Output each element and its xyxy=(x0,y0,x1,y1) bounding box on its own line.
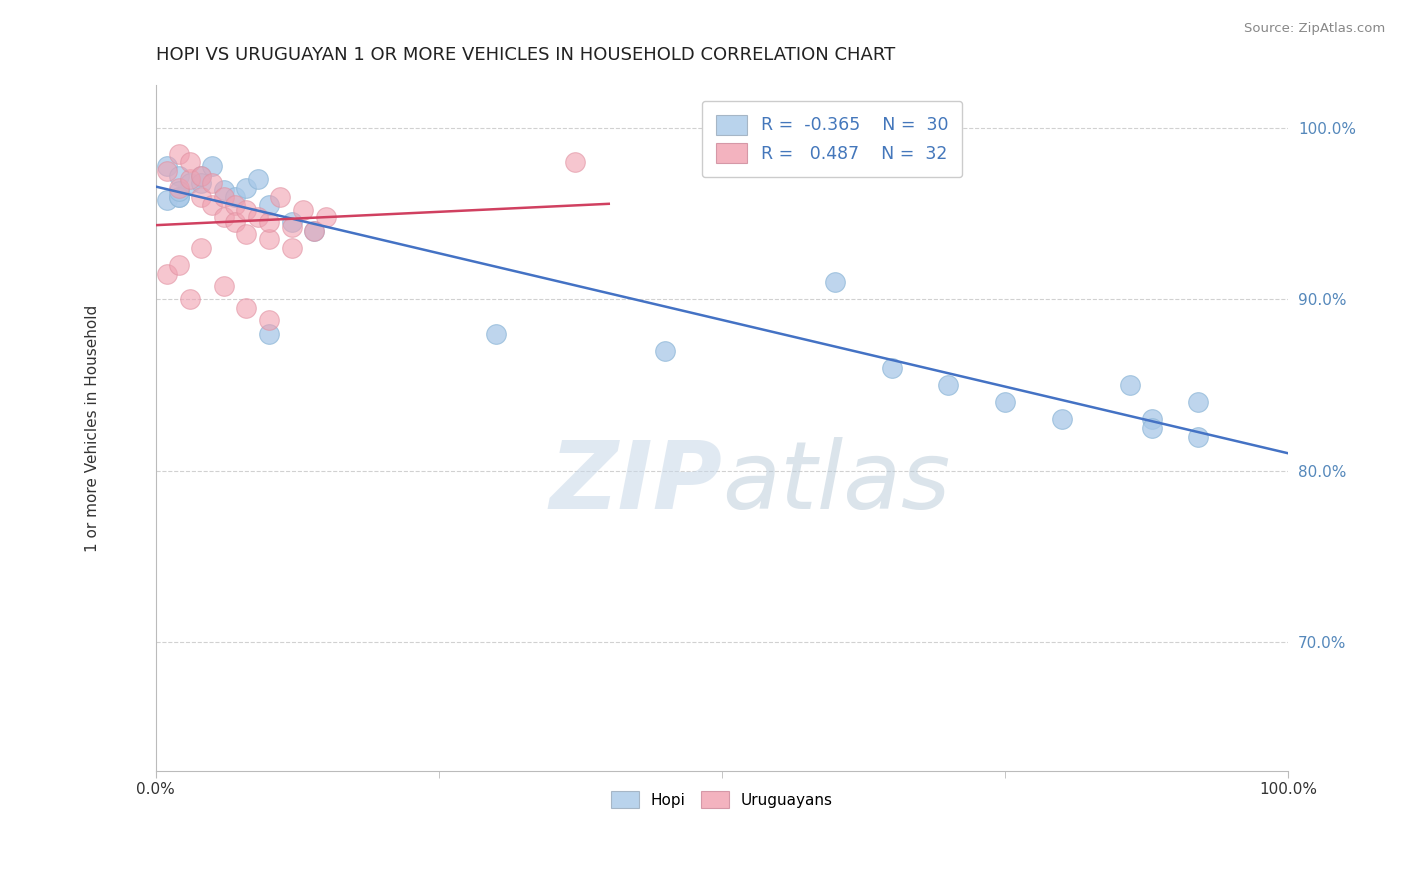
Point xyxy=(280,220,302,235)
Point xyxy=(292,203,315,218)
Point xyxy=(269,189,291,203)
Point xyxy=(1142,412,1164,426)
Text: Source: ZipAtlas.com: Source: ZipAtlas.com xyxy=(1244,22,1385,36)
Point xyxy=(179,155,201,169)
Y-axis label: 1 or more Vehicles in Household: 1 or more Vehicles in Household xyxy=(86,304,100,551)
Point xyxy=(179,176,201,190)
Point xyxy=(654,343,676,358)
Point xyxy=(212,210,235,224)
Point xyxy=(179,172,201,186)
Point xyxy=(257,232,280,246)
Point xyxy=(167,181,190,195)
Point xyxy=(1142,421,1164,435)
Point xyxy=(304,224,326,238)
Point xyxy=(280,215,302,229)
Point xyxy=(167,189,190,203)
Point xyxy=(257,313,280,327)
Point xyxy=(156,159,179,173)
Point xyxy=(280,241,302,255)
Point xyxy=(167,258,190,272)
Point xyxy=(257,215,280,229)
Point xyxy=(190,169,212,183)
Point xyxy=(484,326,506,341)
Text: ZIP: ZIP xyxy=(550,437,723,529)
Point xyxy=(235,227,257,242)
Point xyxy=(994,395,1017,409)
Point xyxy=(156,164,179,178)
Point xyxy=(224,198,246,212)
Point xyxy=(179,293,201,307)
Point xyxy=(564,155,586,169)
Point xyxy=(156,267,179,281)
Point xyxy=(167,169,190,183)
Point xyxy=(824,275,846,289)
Point xyxy=(167,185,190,199)
Point xyxy=(938,378,960,392)
Point xyxy=(224,189,246,203)
Point xyxy=(201,159,224,173)
Point xyxy=(1187,429,1209,443)
Point xyxy=(201,198,224,212)
Point xyxy=(235,181,257,195)
Point xyxy=(257,198,280,212)
Point xyxy=(156,193,179,207)
Point xyxy=(246,210,269,224)
Point xyxy=(190,176,212,190)
Point xyxy=(304,224,326,238)
Point xyxy=(212,189,235,203)
Point xyxy=(1050,412,1073,426)
Point xyxy=(315,210,337,224)
Point xyxy=(212,278,235,293)
Point xyxy=(167,146,190,161)
Text: HOPI VS URUGUAYAN 1 OR MORE VEHICLES IN HOUSEHOLD CORRELATION CHART: HOPI VS URUGUAYAN 1 OR MORE VEHICLES IN … xyxy=(156,46,896,64)
Point xyxy=(190,241,212,255)
Point xyxy=(201,176,224,190)
Point xyxy=(1118,378,1140,392)
Legend: Hopi, Uruguayans: Hopi, Uruguayans xyxy=(605,785,839,814)
Point xyxy=(190,169,212,183)
Point xyxy=(167,189,190,203)
Point xyxy=(235,203,257,218)
Text: atlas: atlas xyxy=(723,437,950,528)
Point xyxy=(190,189,212,203)
Point xyxy=(224,215,246,229)
Point xyxy=(235,301,257,315)
Point xyxy=(257,326,280,341)
Point xyxy=(880,361,903,376)
Point xyxy=(1187,395,1209,409)
Point xyxy=(212,183,235,197)
Point xyxy=(246,172,269,186)
